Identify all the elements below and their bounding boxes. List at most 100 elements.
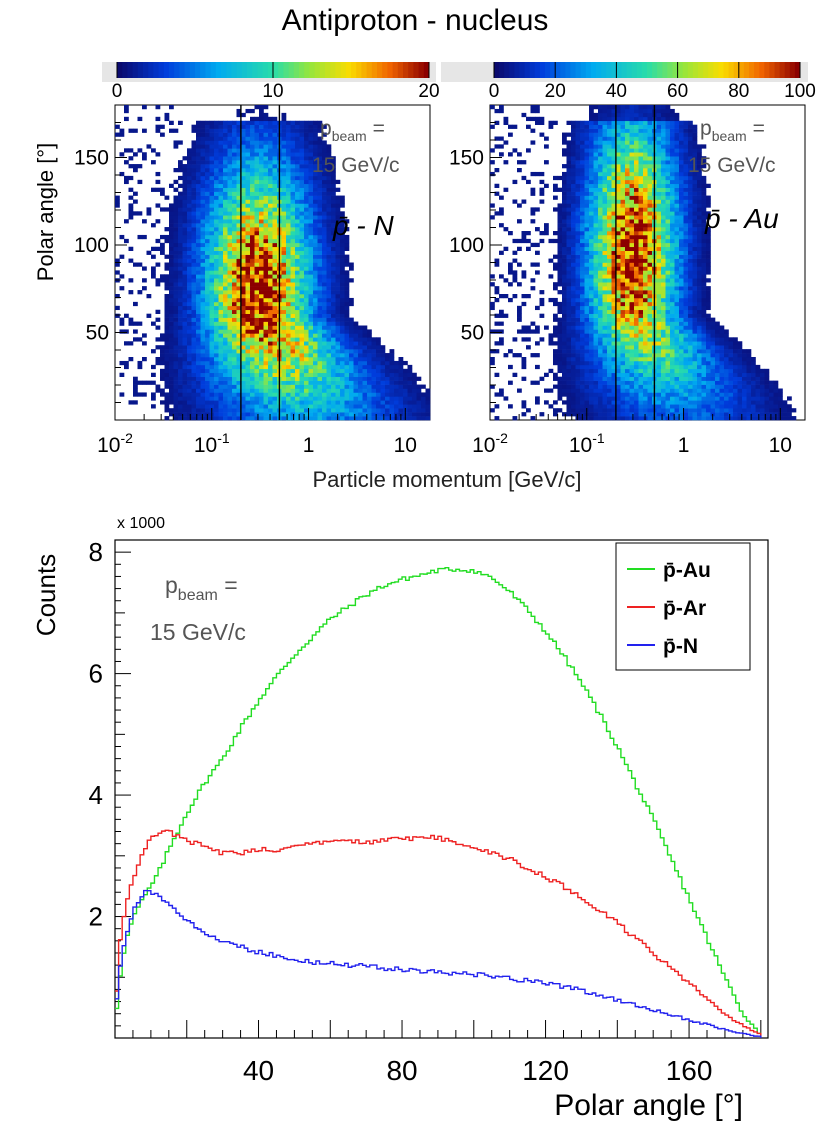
- heatmap-cell: [629, 388, 635, 393]
- heatmap-cell: [331, 329, 336, 334]
- heatmap-cell: [331, 372, 336, 377]
- heatmap-cell: [575, 412, 581, 417]
- heatmap-cell: [317, 242, 323, 248]
- heatmap-cell: [317, 262, 323, 267]
- heatmap-cell: [313, 278, 318, 283]
- heatmap-cell: [232, 341, 237, 346]
- heatmap-cell: [313, 396, 318, 401]
- heatmap-cell: [566, 313, 572, 318]
- heatmap-cell: [706, 364, 711, 370]
- heatmap-cell: [733, 353, 738, 358]
- heatmap-cell: [313, 349, 318, 354]
- heatmap-cell: [751, 416, 756, 421]
- heatmap-cell: [214, 266, 219, 271]
- heatmap-cell: [394, 364, 399, 370]
- heatmap-cell: [196, 345, 201, 350]
- heatmap-cell: [169, 376, 174, 381]
- heatmap-cell: [340, 282, 345, 287]
- heatmap-cell: [223, 266, 228, 271]
- heatmap-cell: [661, 376, 666, 381]
- heatmap-cell: [611, 345, 617, 350]
- heatmap-cell: [263, 416, 269, 421]
- heatmap-cell: [218, 329, 224, 334]
- heatmap-cell: [521, 329, 527, 334]
- heatmap-cell: [259, 345, 264, 350]
- heatmap-cell: [317, 325, 323, 330]
- heatmap-cell: [295, 309, 300, 314]
- heatmap-cell: [191, 368, 197, 374]
- heatmap-cell: [290, 329, 296, 334]
- heatmap-cell: [295, 384, 300, 389]
- heatmap-cell: [214, 400, 219, 405]
- heatmap-cell: [272, 364, 278, 370]
- heatmap-cell: [160, 353, 165, 358]
- heatmap-cell: [760, 368, 765, 374]
- heatmap-cell: [710, 364, 716, 370]
- heatmap-cell: [322, 309, 327, 314]
- colorbar-segment: [366, 62, 373, 78]
- colorbar-segment: [117, 62, 123, 78]
- heatmap-cell: [607, 325, 612, 330]
- heatmap-cell: [223, 270, 228, 275]
- heatmap-cell: [701, 345, 707, 350]
- heatmap-cell: [344, 321, 350, 326]
- heatmap-cell: [245, 219, 251, 224]
- heatmap-cell: [593, 372, 599, 377]
- heatmap-cell: [241, 238, 246, 244]
- heatmap-cell: [304, 171, 309, 177]
- heatmap-cell: [575, 396, 581, 401]
- heatmap-cell: [380, 380, 386, 385]
- heatmap-cell: [182, 270, 188, 275]
- heatmap-cell: [191, 195, 197, 200]
- heatmap-cell: [169, 183, 174, 188]
- heatmap-cell: [227, 380, 233, 385]
- heatmap-cell: [580, 317, 585, 322]
- heatmap-cell: [245, 294, 251, 299]
- heatmap-cell: [232, 376, 237, 381]
- heatmap-cell: [688, 325, 693, 330]
- heatmap-cell: [209, 278, 215, 283]
- heatmap-cell: [155, 124, 161, 129]
- heatmap-cell: [241, 278, 246, 283]
- heatmap-cell: [281, 120, 287, 125]
- heatmap-cell: [254, 364, 260, 370]
- heatmap-cell: [553, 349, 558, 354]
- heatmap-cell: [178, 400, 183, 405]
- heatmap-cell: [155, 187, 161, 192]
- heatmap-cell: [385, 376, 390, 381]
- heatmap-cell: [263, 364, 269, 370]
- heatmap-cell: [286, 246, 291, 251]
- heatmap-cell: [259, 337, 264, 342]
- heatmap-cell: [146, 211, 152, 216]
- heatmap-cell: [764, 388, 770, 393]
- heatmap-cell: [196, 333, 201, 338]
- heatmap-cell: [598, 368, 603, 374]
- heatmap-cell: [710, 360, 716, 366]
- heatmap-cell: [187, 175, 192, 181]
- heatmap-cell: [299, 341, 305, 346]
- heatmap-cell: [245, 396, 251, 401]
- heatmap-cell: [191, 238, 197, 244]
- heatmap-cell: [205, 203, 210, 208]
- heatmap-cell: [701, 372, 707, 377]
- heatmap-cell: [119, 152, 125, 157]
- heatmap-cell: [164, 305, 170, 311]
- heatmap-cell: [724, 392, 729, 397]
- heatmap-cell: [389, 388, 395, 393]
- heatmap-cell: [308, 227, 314, 232]
- heatmap-cell: [335, 195, 341, 200]
- heatmap-cell: [566, 376, 572, 381]
- heatmap-cell: [398, 384, 404, 389]
- heatmap-cell: [625, 368, 630, 374]
- heatmap-cell: [214, 250, 219, 255]
- heatmap-cell: [322, 156, 327, 161]
- heatmap-cell: [335, 207, 341, 212]
- heatmap-cell: [187, 309, 192, 314]
- heatmap-cell: [313, 364, 318, 370]
- heatmap-cell: [308, 187, 314, 192]
- heatmap-cell: [209, 183, 215, 188]
- heatmap-cell: [200, 148, 206, 153]
- heatmap-cell: [313, 337, 318, 342]
- heatmap-cell: [575, 337, 581, 342]
- heatmap-cell: [340, 254, 345, 259]
